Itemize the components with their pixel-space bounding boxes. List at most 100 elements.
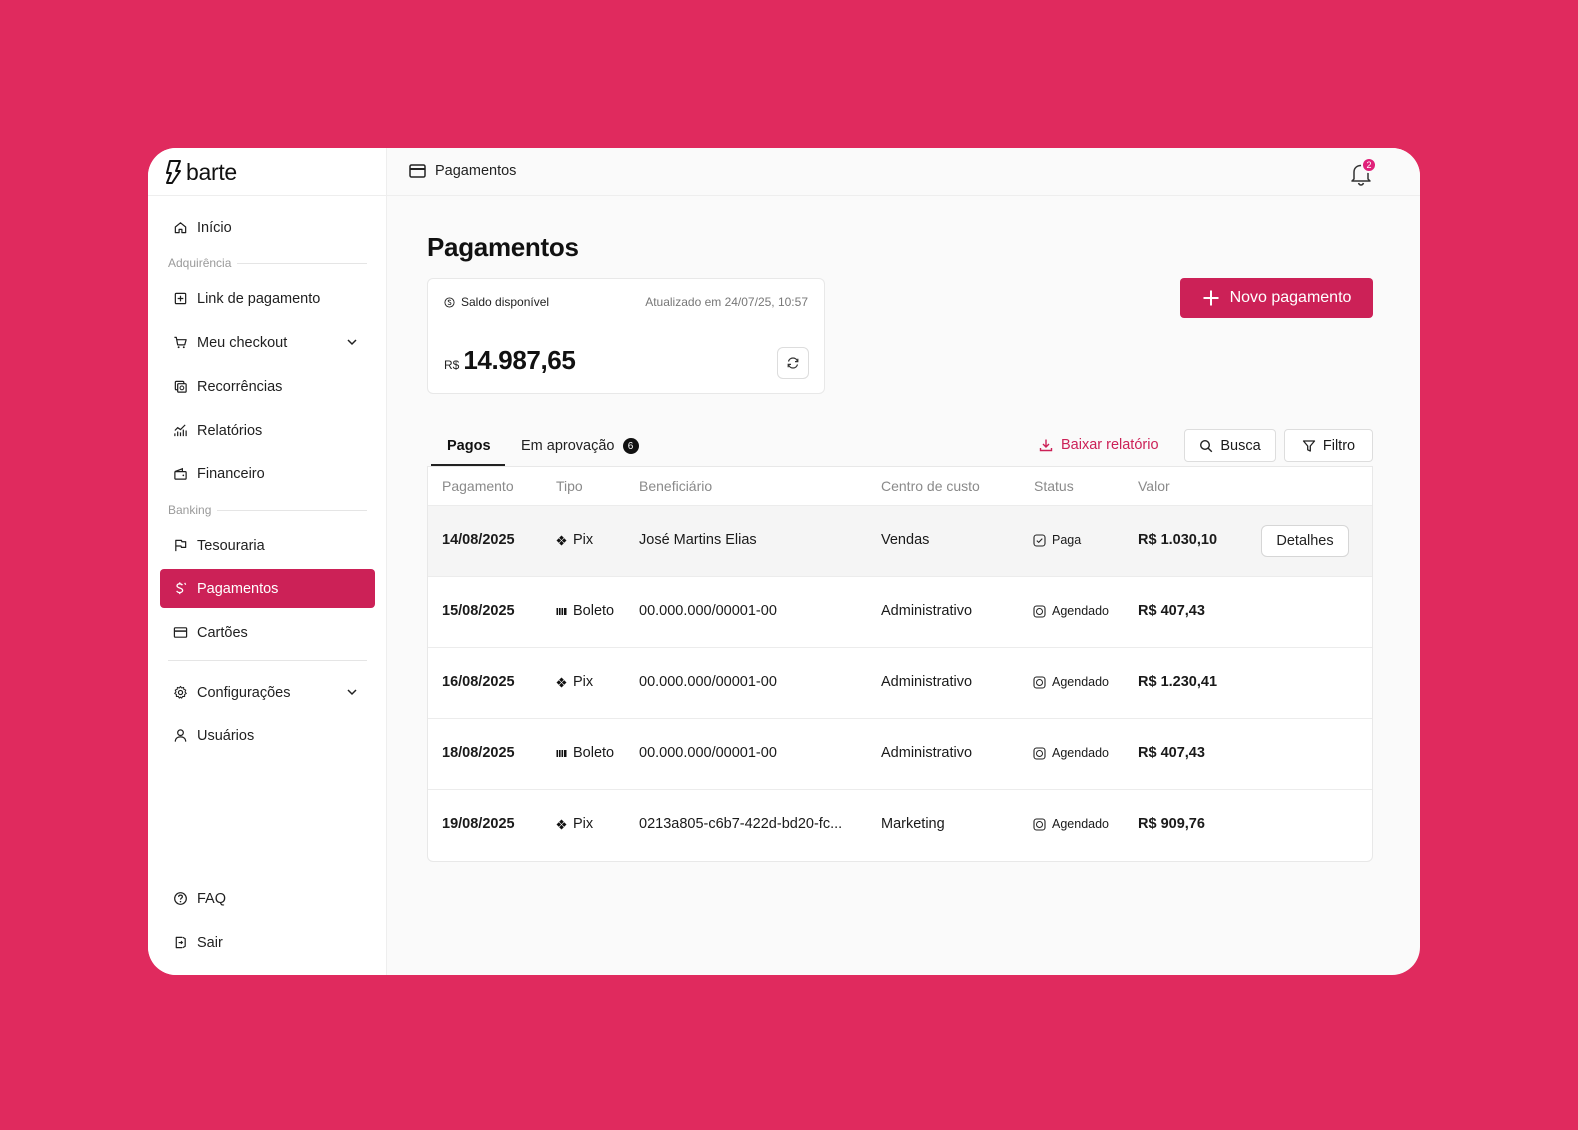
card-icon [172,625,188,641]
logo[interactable]: barte [164,160,237,184]
payment-type: Pix [556,816,593,832]
payment-value: R$ 1.230,41 [1138,674,1218,690]
cost-center: Administrativo [881,603,973,619]
check-square-icon [1033,533,1046,547]
column-header[interactable]: Beneficiário [639,478,713,494]
clock-square-icon [1033,675,1046,689]
balance-value: 14.987,65 [463,345,576,375]
table-row[interactable]: 19/08/2025 Pix 0213a805-c6b7-422d-bd20-f… [428,790,1372,861]
sidebar-item-sair[interactable]: Sair [160,923,375,962]
table-row[interactable]: 18/08/2025 Boleto 00.000.000/00001-00 Ad… [428,719,1372,790]
cart-icon [172,335,188,351]
table-row[interactable]: 15/08/2025 Boleto 00.000.000/00001-00 Ad… [428,577,1372,648]
table-row[interactable]: 16/08/2025 Pix 00.000.000/00001-00 Admin… [428,648,1372,719]
cost-center: Vendas [881,532,930,548]
column-header[interactable]: Tipo [556,478,583,494]
recurrence-icon [172,379,188,395]
beneficiary: 0213a805-c6b7-422d-bd20-fc... [639,816,843,832]
divider [148,195,387,196]
table-header: Pagamento Tipo Beneficiário Centro de cu… [428,467,1372,506]
status-badge: Paga [1033,533,1081,547]
table-row[interactable]: 14/08/2025 Pix José Martins Elias Vendas… [428,506,1372,577]
plus-square-icon [172,291,188,307]
chevron-down-icon[interactable] [345,335,359,349]
sidebar-item-label: Financeiro [197,465,265,482]
dollar-icon [172,581,188,597]
sidebar-item-recorrencias[interactable]: Recorrências [160,367,375,406]
app-window: barte Início Adquirência Link de pagamen… [148,148,1420,975]
tab-pagos[interactable]: Pagos [447,438,491,454]
sidebar-item-inicio[interactable]: Início [160,208,375,247]
payment-date: 18/08/2025 [442,745,515,761]
search-button[interactable]: Busca [1184,429,1276,462]
cost-center: Marketing [881,816,945,832]
cost-center: Administrativo [881,674,973,690]
tab-count-badge: 6 [622,438,639,454]
beneficiary: 00.000.000/00001-00 [639,745,777,761]
section-label-adquirencia: Adquirência [168,255,367,271]
clock-square-icon [1033,746,1046,760]
column-header[interactable]: Centro de custo [881,478,980,494]
breadcrumb: Pagamentos [409,163,516,179]
beneficiary: 00.000.000/00001-00 [639,603,777,619]
pix-icon [556,677,567,687]
payment-type: Boleto [556,603,614,619]
user-icon [172,728,188,744]
sidebar-item-tesouraria[interactable]: Tesouraria [160,526,375,565]
sidebar-item-label: Relatórios [197,422,263,439]
status-badge: Agendado [1033,817,1109,831]
top-bar: Pagamentos 2 [387,148,1420,196]
divider [168,660,367,661]
sidebar-item-faq[interactable]: FAQ [160,879,375,918]
sidebar-item-cartoes[interactable]: Cartões [160,613,375,652]
sidebar-item-pagamentos[interactable]: Pagamentos [160,569,375,608]
barcode-icon [556,607,567,615]
notification-badge: 2 [1361,157,1377,173]
sidebar-item-label: Pagamentos [197,580,279,597]
sidebar-item-label: Meu checkout [197,334,288,351]
sidebar-item-usuarios[interactable]: Usuários [160,716,375,755]
sidebar-item-label: Início [197,219,232,236]
payment-date: 16/08/2025 [442,674,515,690]
sidebar-item-configuracoes[interactable]: Configurações [160,673,375,712]
payments-table: Pagamento Tipo Beneficiário Centro de cu… [427,466,1373,862]
flag-icon [172,538,188,554]
pix-icon [556,819,567,829]
status-badge: Agendado [1033,675,1109,689]
sidebar-item-label: Tesouraria [197,537,265,554]
filter-icon [1302,439,1316,452]
filter-button[interactable]: Filtro [1284,429,1373,462]
column-header[interactable]: Valor [1138,478,1170,494]
home-icon [172,220,188,236]
tab-em-aprovacao[interactable]: Em aprovação 6 [521,437,639,455]
coin-icon [444,296,455,308]
cost-center: Administrativo [881,745,973,761]
payment-type: Pix [556,674,593,690]
column-header[interactable]: Pagamento [442,478,514,494]
sidebar-item-financeiro[interactable]: Financeiro [160,454,375,493]
new-payment-button[interactable]: Novo pagamento [1180,278,1373,318]
details-button[interactable]: Detalhes [1261,525,1349,557]
help-icon [172,891,188,907]
sidebar-item-relatorios[interactable]: Relatórios [160,411,375,450]
sidebar-item-label: Link de pagamento [197,290,321,307]
barcode-icon [556,749,567,757]
payment-value: R$ 1.030,10 [1138,532,1218,548]
download-report-link[interactable]: Baixar relatório [1039,437,1159,453]
sidebar-item-label: Configurações [197,684,291,701]
gear-icon [172,685,188,701]
refresh-icon [787,357,799,369]
logout-icon [172,935,188,951]
refresh-balance-button[interactable] [777,347,809,379]
chevron-down-icon[interactable] [345,685,359,699]
sidebar: barte Início Adquirência Link de pagamen… [148,148,387,975]
column-header[interactable]: Status [1034,478,1074,494]
clock-square-icon [1033,817,1046,831]
section-label-banking: Banking [168,502,367,518]
sidebar-item-link-de-pagamento[interactable]: Link de pagamento [160,279,375,318]
payment-value: R$ 909,76 [1138,816,1205,832]
page-title: Pagamentos [427,232,579,262]
wallet-icon [172,466,188,482]
sidebar-item-meu-checkout[interactable]: Meu checkout [160,323,375,362]
payment-value: R$ 407,43 [1138,745,1205,761]
